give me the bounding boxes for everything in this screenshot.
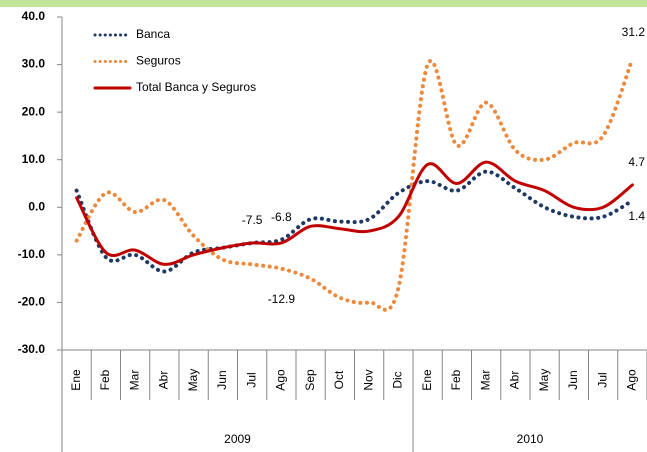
- series-line: [74, 169, 635, 274]
- x-tick-label: Mar: [127, 370, 141, 391]
- x-tick-label: Nov: [361, 369, 375, 390]
- x-tick-label: Jun: [566, 370, 580, 389]
- x-tick-label: Ago: [625, 369, 639, 391]
- value-label: -6.8: [271, 210, 292, 224]
- series-line: [75, 160, 634, 266]
- y-tick-label: 10.0: [22, 152, 46, 166]
- x-tick-label: Ene: [69, 369, 83, 391]
- x-tick-label: May: [186, 369, 200, 392]
- x-tick-label: Jun: [215, 370, 229, 389]
- x-tick-label: Feb: [98, 369, 112, 390]
- y-tick-label: 0.0: [28, 199, 45, 213]
- group-label: 2009: [224, 432, 251, 446]
- top-strip: [0, 0, 647, 7]
- value-label: 4.7: [628, 155, 645, 169]
- value-label: 31.2: [622, 25, 646, 39]
- y-tick-label: -30.0: [18, 342, 46, 356]
- y-tick-label: 20.0: [22, 104, 46, 118]
- legend-label: Total Banca y Seguros: [136, 80, 256, 94]
- value-label: -7.5: [242, 213, 263, 227]
- value-label: -12.9: [268, 292, 296, 306]
- y-tick-label: 40.0: [22, 9, 46, 23]
- series-line: [74, 56, 635, 312]
- y-tick-label: -20.0: [18, 295, 46, 309]
- x-tick-label: Sep: [303, 369, 317, 391]
- x-tick-label: Abr: [157, 371, 171, 390]
- legend-label: Banca: [136, 27, 170, 41]
- x-tick-label: May: [537, 369, 551, 392]
- legend-label: Seguros: [136, 54, 181, 68]
- x-tick-label: Jul: [595, 372, 609, 387]
- x-tick-label: Mar: [478, 370, 492, 391]
- x-tick-label: Ago: [274, 369, 288, 391]
- x-tick-label: Abr: [508, 371, 522, 390]
- group-label: 2010: [517, 432, 544, 446]
- x-tick-label: Oct: [332, 370, 346, 389]
- y-tick-label: 30.0: [22, 57, 46, 71]
- y-tick-label: -10.0: [18, 247, 46, 261]
- x-tick-label: Ene: [420, 369, 434, 391]
- x-tick-label: Dic: [391, 371, 405, 388]
- x-tick-label: Jul: [244, 372, 258, 387]
- x-tick-label: Feb: [449, 369, 463, 390]
- value-label: 1.4: [628, 209, 645, 223]
